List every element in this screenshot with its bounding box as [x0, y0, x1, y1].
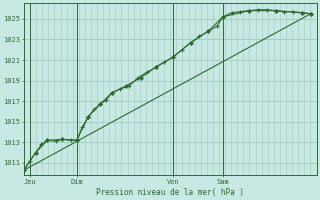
- X-axis label: Pression niveau de la mer( hPa ): Pression niveau de la mer( hPa ): [96, 188, 244, 197]
